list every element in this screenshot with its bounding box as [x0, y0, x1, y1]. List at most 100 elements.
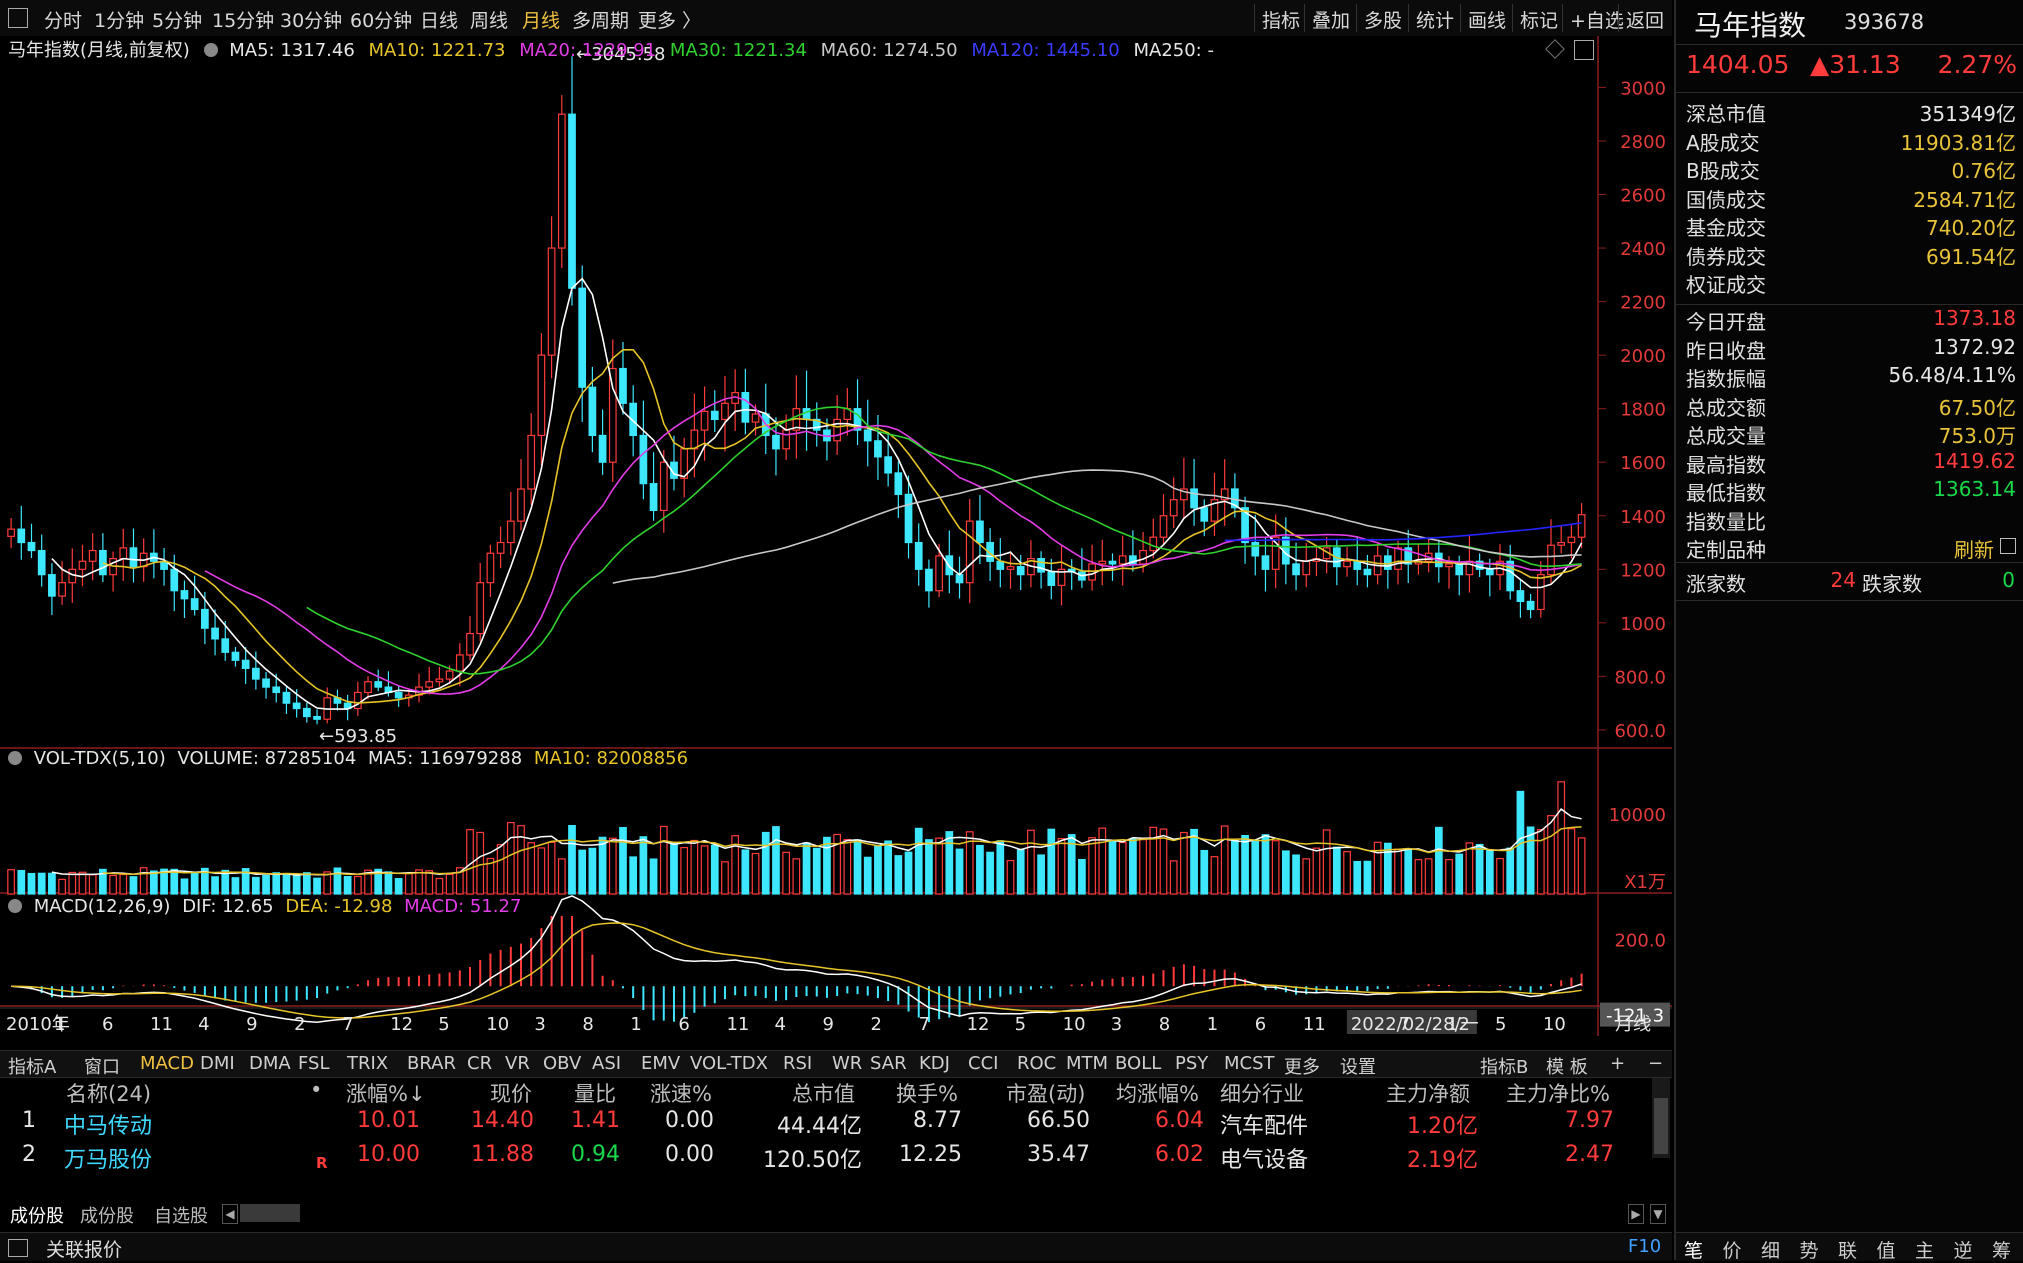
indicator-tab[interactable]: TRIX [347, 1053, 389, 1074]
period-tab[interactable]: 60分钟 [350, 10, 413, 32]
vol-ma5: MA5: 116979288 [368, 748, 523, 769]
period-tab[interactable]: 多周期 [572, 10, 630, 32]
related-quote-label[interactable]: 关联报价 [46, 1239, 123, 1261]
toolbar-button[interactable]: 叠加 [1312, 10, 1351, 32]
indicator-tab[interactable]: VR [505, 1053, 530, 1074]
column-header[interactable]: 均涨幅% [1116, 1082, 1199, 1106]
tab-scroll-left-icon[interactable]: ◀ [222, 1204, 238, 1224]
column-header[interactable]: 涨速% [650, 1082, 712, 1106]
indicator-tab[interactable]: WR [832, 1053, 863, 1074]
toolbar-button[interactable]: +自选 [1570, 10, 1624, 32]
indicator-tab[interactable]: VOL-TDX [690, 1053, 768, 1074]
scroll-right-icon[interactable]: ▶ [1628, 1204, 1644, 1224]
period-tab[interactable]: 周线 [470, 10, 509, 32]
column-header[interactable]: • [310, 1078, 323, 1102]
indicator-tab[interactable]: 更多 [1284, 1057, 1320, 1078]
column-header[interactable]: 市盈(动) [1006, 1082, 1086, 1106]
indicator-tab[interactable]: PSY [1175, 1053, 1209, 1074]
candle-body [466, 632, 474, 656]
candle-body [282, 691, 291, 704]
indicator-tab[interactable]: EMV [641, 1053, 681, 1074]
indicator-right-button[interactable]: − [1648, 1053, 1664, 1074]
indicator-tab[interactable]: RSI [783, 1053, 813, 1074]
scroll-thumb[interactable] [1654, 1098, 1668, 1154]
settings-dot-icon[interactable] [203, 43, 218, 57]
kline-chart-svg[interactable]: 3000280026002400220020001800160014001200… [0, 36, 1672, 1036]
scroll-down-icon[interactable]: ▼ [1650, 1204, 1666, 1224]
indicator-right-button[interactable]: 模 板 [1546, 1057, 1588, 1078]
indicator-tab[interactable]: SAR [870, 1053, 907, 1074]
indicator-right-button[interactable]: + [1610, 1053, 1626, 1074]
bottom-tab[interactable]: 自选股 [154, 1206, 208, 1227]
table-row[interactable]: 1 中马传动 10.01 14.40 1.41 0.00 44.44亿 8.77 66.50 6.… [0, 1106, 1640, 1139]
indicator-tab[interactable]: MACD [140, 1053, 194, 1074]
column-header[interactable]: 细分行业 [1220, 1082, 1304, 1106]
period-tab[interactable]: 分时 [44, 10, 83, 32]
indicator-tab[interactable]: ROC [1017, 1053, 1057, 1074]
column-header[interactable]: 主力净额 [1386, 1082, 1470, 1106]
indicator-right-button[interactable]: 指标B [1480, 1057, 1529, 1078]
period-tab[interactable]: 30分钟 [280, 10, 343, 32]
indicator-tab[interactable]: MCST [1224, 1053, 1275, 1074]
indicator-tab[interactable]: DMA [249, 1053, 291, 1074]
right-tab[interactable]: 筹 [1992, 1240, 2012, 1262]
grid-icon[interactable] [2000, 538, 2016, 554]
kline-chart-area[interactable]: 3000 2800 2600 2400 2200 2000 1800 1600 1400 1200… [0, 36, 1672, 1036]
column-header[interactable]: 主力净比% [1506, 1082, 1610, 1106]
column-header[interactable]: 涨幅%↓ [346, 1082, 426, 1106]
indicator-tab[interactable]: ASI [592, 1053, 622, 1074]
toolbar-button[interactable]: 多股 [1364, 10, 1403, 32]
toolbar-button[interactable]: 统计 [1416, 10, 1455, 32]
tab-scrollbar[interactable] [240, 1204, 300, 1222]
right-tab[interactable]: 值 [1876, 1240, 1896, 1262]
indicator-tab[interactable]: KDJ [919, 1053, 950, 1074]
layout-toggle-icon[interactable] [8, 8, 28, 28]
macd-settings-icon[interactable] [8, 899, 22, 913]
vol-settings-icon[interactable] [8, 751, 22, 765]
toolbar-button[interactable]: 指标 [1262, 10, 1301, 32]
right-tab[interactable]: 势 [1799, 1240, 1819, 1262]
column-header[interactable]: 量比 [574, 1082, 616, 1106]
right-tab[interactable]: 主 [1915, 1240, 1935, 1262]
table-scrollbar[interactable] [1652, 1078, 1670, 1158]
table-row[interactable]: 2 万马股份 R 10.00 11.88 0.94 0.00 120.50亿 12.25 35.4… [0, 1140, 1640, 1173]
column-header[interactable]: 换手% [896, 1082, 958, 1106]
right-tab[interactable]: 价 [1722, 1240, 1742, 1262]
f10-link[interactable]: F10 [1628, 1236, 1662, 1257]
column-header[interactable]: 名称(24) [66, 1082, 152, 1106]
toolbar-button[interactable]: 画线 [1468, 10, 1507, 32]
toolbar-button[interactable]: 标记 [1520, 10, 1559, 32]
cell-name[interactable]: 万马股份 [64, 1148, 153, 1173]
period-tab[interactable]: 15分钟 [212, 10, 275, 32]
volume-bar [1016, 848, 1025, 895]
right-tab[interactable]: 笔 [1684, 1240, 1704, 1262]
period-tab[interactable]: 日线 [420, 10, 459, 32]
indicator-tab[interactable]: 指标A [8, 1057, 57, 1078]
indicator-tab[interactable]: FSL [298, 1053, 330, 1074]
period-tab[interactable]: 5分钟 [152, 10, 203, 32]
right-tab[interactable]: 逆 [1953, 1240, 1973, 1262]
bottom-tab[interactable]: 成份股 [80, 1206, 134, 1227]
period-tab[interactable]: 月线 [522, 10, 561, 32]
indicator-tab[interactable]: MTM [1066, 1053, 1109, 1074]
indicator-tab[interactable]: DMI [200, 1053, 235, 1074]
period-tab[interactable]: 更多 〉 [638, 10, 702, 32]
period-tab[interactable]: 1分钟 [94, 10, 145, 32]
indicator-tab[interactable]: CCI [968, 1053, 999, 1074]
column-header[interactable]: 总市值 [792, 1082, 855, 1106]
panel-toggle-icon[interactable] [1574, 40, 1594, 60]
cell-name[interactable]: 中马传动 [64, 1114, 153, 1139]
right-tab[interactable]: 联 [1838, 1240, 1858, 1262]
indicator-tab[interactable]: OBV [543, 1053, 582, 1074]
indicator-tab[interactable]: 设置 [1340, 1057, 1376, 1078]
quote-value[interactable]: 刷新 [1954, 538, 1994, 562]
toolbar-button[interactable]: 返回 [1626, 10, 1665, 32]
bottom-tab[interactable]: 成份股 [10, 1206, 64, 1227]
indicator-tab[interactable]: BRAR [407, 1053, 456, 1074]
indicator-tab[interactable]: BOLL [1115, 1053, 1162, 1074]
indicator-tab[interactable]: 窗口 [84, 1057, 120, 1078]
right-tab[interactable]: 细 [1761, 1240, 1781, 1262]
column-header[interactable]: 现价 [490, 1082, 532, 1106]
indicator-tab[interactable]: CR [467, 1053, 493, 1074]
window-icon[interactable] [8, 1239, 28, 1257]
